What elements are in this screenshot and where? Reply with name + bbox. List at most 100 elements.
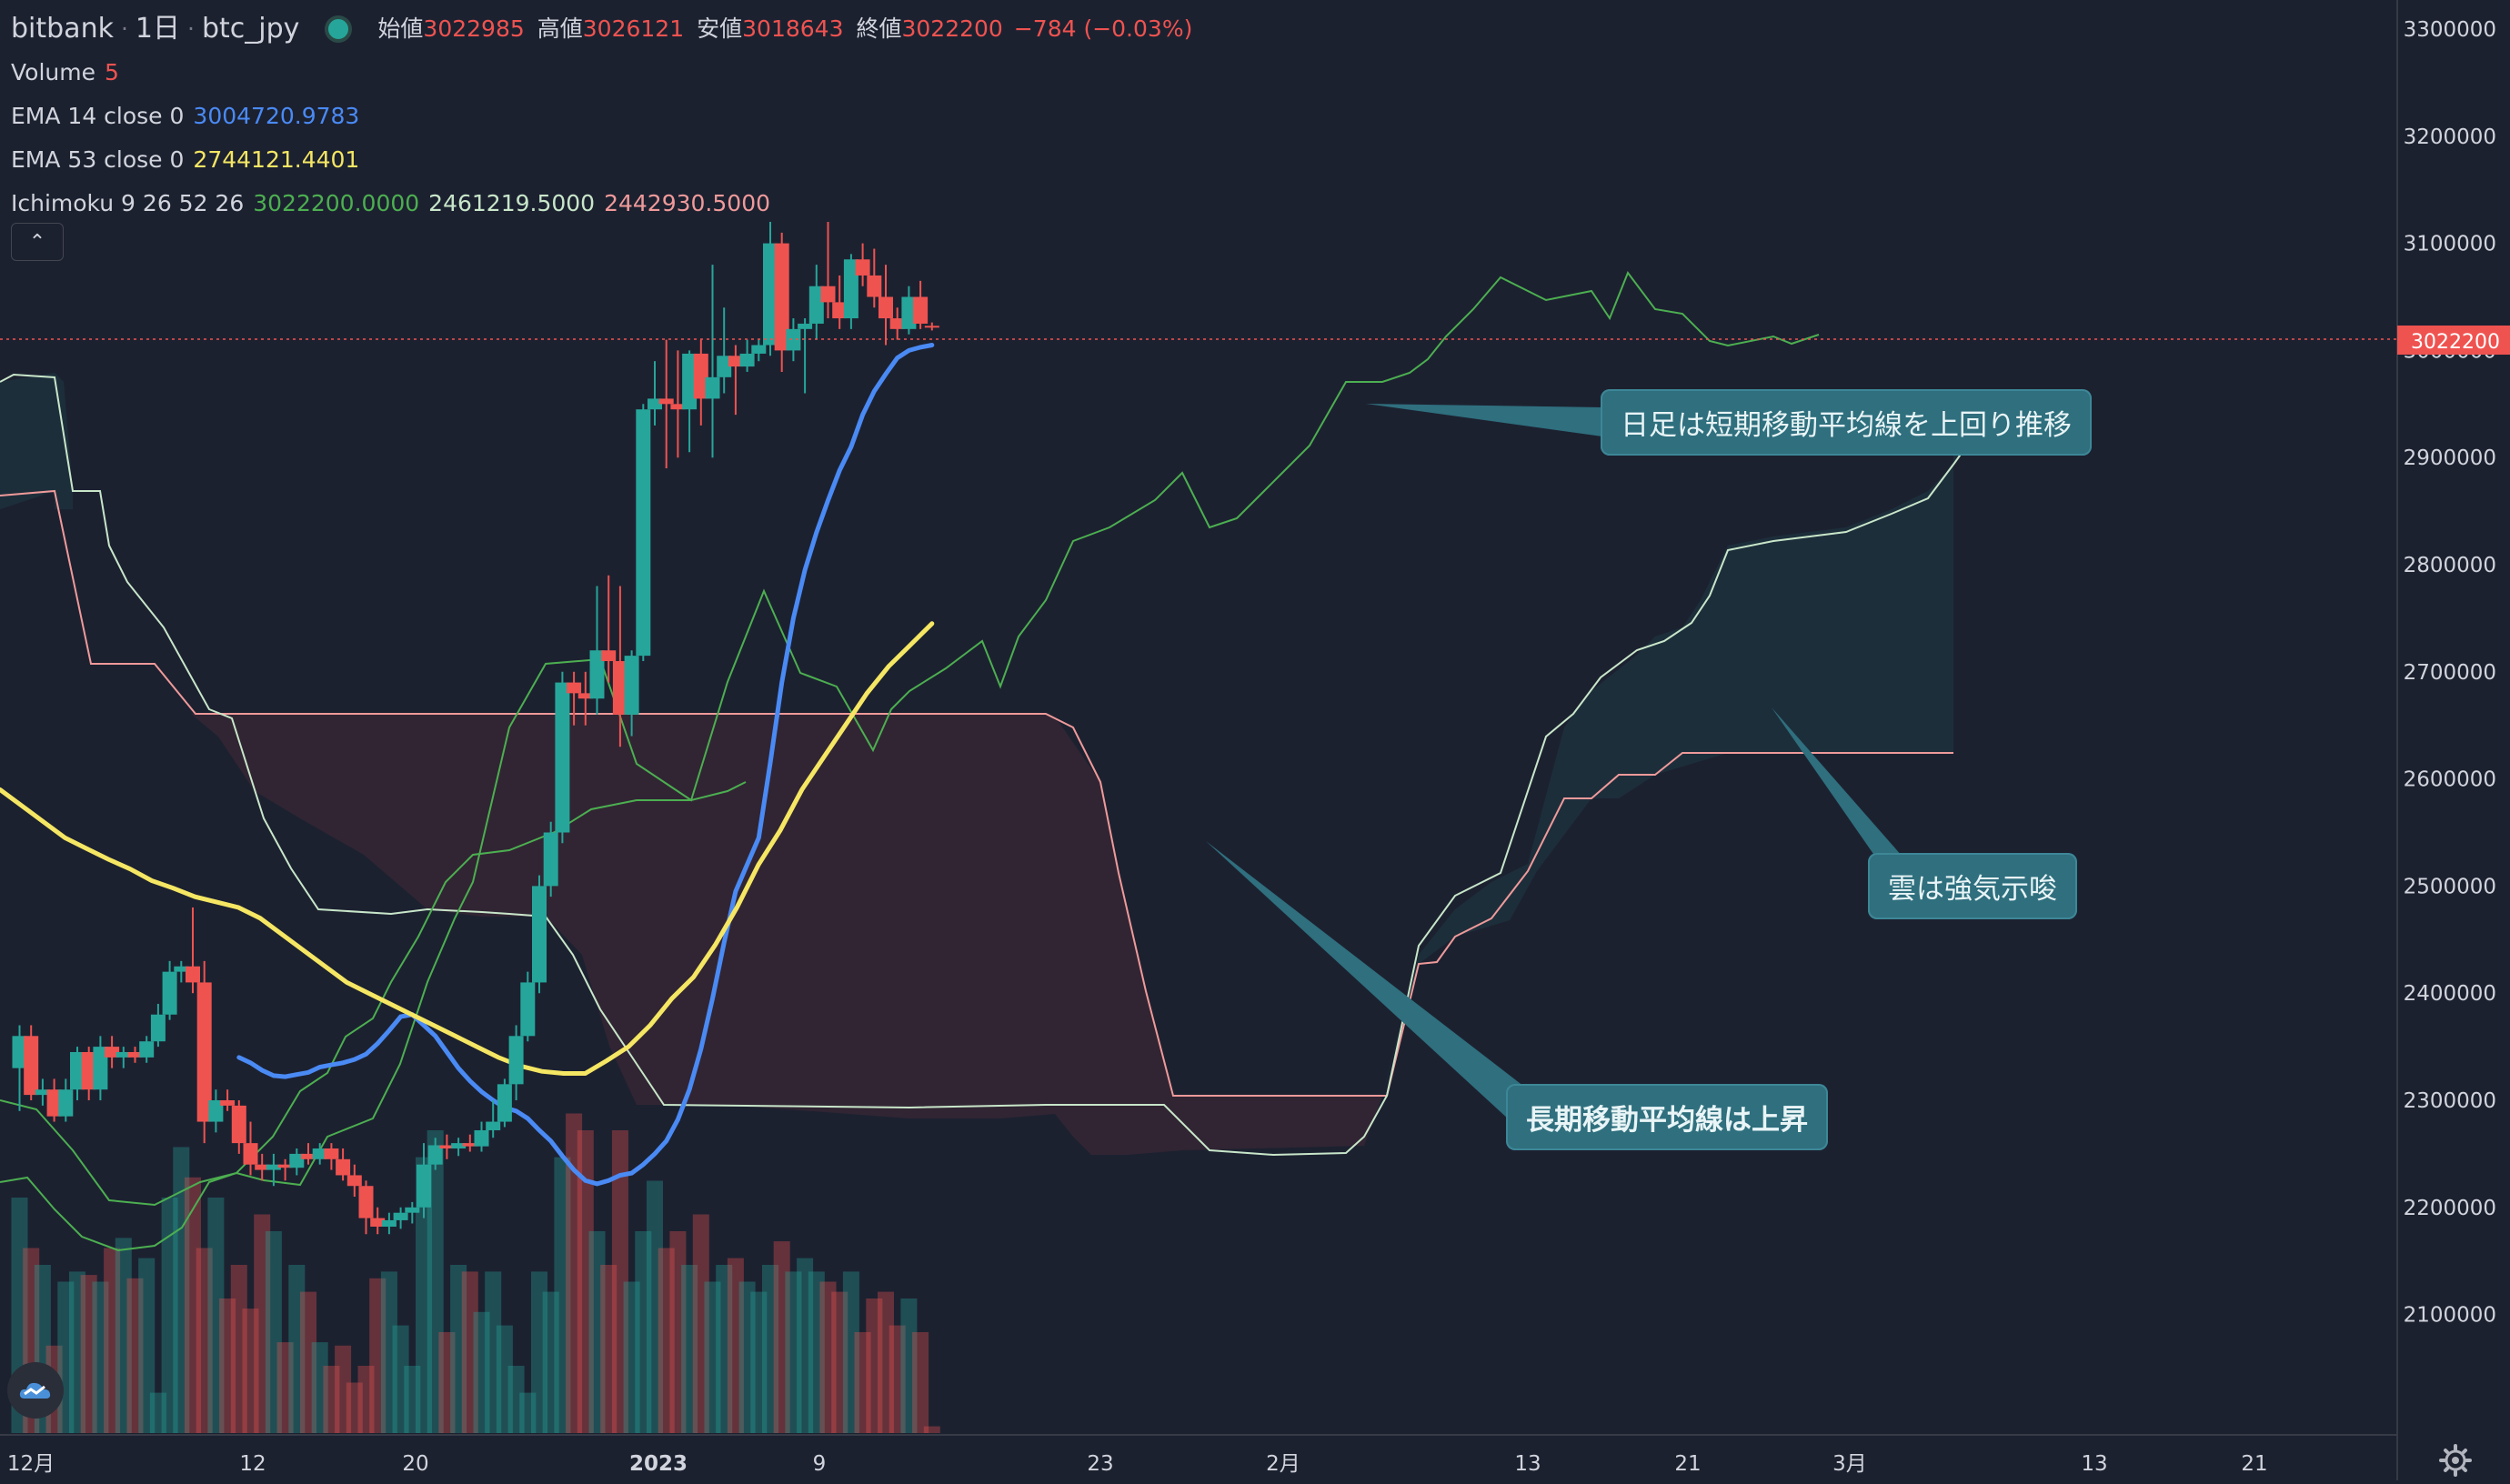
volume-bar [69, 1271, 85, 1433]
volume-bar [288, 1265, 306, 1433]
volume-bar [311, 1342, 328, 1433]
volume-bar [819, 1281, 837, 1433]
indicator-ema53-value: 2744121.4401 [193, 146, 360, 173]
candles [12, 222, 939, 1235]
candle-body [150, 1014, 166, 1042]
volume-bar [762, 1265, 778, 1433]
candle-body [115, 1051, 131, 1058]
volume-bar [196, 1248, 213, 1433]
tradingview-logo-icon[interactable] [7, 1362, 64, 1419]
candle-body [439, 1145, 455, 1149]
candle-body [81, 1051, 96, 1090]
price-axis[interactable]: 3300000320000031000003000000290000028000… [2404, 18, 2496, 1328]
price-tick-label: 2200000 [2404, 1197, 2496, 1220]
candle-body [867, 275, 882, 297]
interval-label[interactable]: 1日 [135, 13, 181, 45]
candle-body [243, 1143, 258, 1165]
volume-bar [738, 1281, 756, 1433]
candle-body [12, 1036, 27, 1068]
ohlc-close-value: 3022200 [901, 15, 1003, 42]
candle-body [808, 286, 824, 324]
candle-body [855, 259, 870, 276]
volume-bar [854, 1332, 871, 1433]
time-tick-label: 12 [239, 1452, 266, 1476]
candle-body [878, 296, 893, 319]
time-tick-label: 20 [402, 1452, 428, 1476]
price-tick-label: 2900000 [2404, 446, 2496, 470]
candle-body [636, 409, 651, 657]
ema14-line [236, 343, 935, 1187]
indicator-ichimoku-value-1: 3022200.0000 [253, 190, 420, 216]
collapse-legend-button[interactable]: ⌃ [11, 223, 64, 261]
ohlc-open-label: 始値 [377, 15, 424, 42]
candle-body [58, 1089, 74, 1117]
indicator-volume-label[interactable]: Volume [11, 59, 95, 85]
volume-bar [104, 1248, 121, 1433]
volume-bar [635, 1231, 652, 1433]
volume-bar [276, 1342, 294, 1433]
candle-body [774, 243, 789, 351]
volume-bar [346, 1382, 363, 1433]
volume-bar [750, 1291, 768, 1433]
volume-bar [300, 1291, 316, 1433]
symbol-row[interactable]: bitbank · 1日 · btc_jpy 始値 3022985 高値 30261… [11, 7, 1192, 51]
time-tick-label: 13 [1514, 1452, 1541, 1476]
candle-body [682, 353, 698, 410]
volume-bar [912, 1332, 929, 1433]
volume-bar [900, 1298, 918, 1433]
candle-body [289, 1153, 305, 1168]
volume-bar [219, 1298, 236, 1433]
ema-lines [0, 343, 935, 1187]
time-tick-label: 21 [2241, 1452, 2267, 1476]
callout-cloud-text: 雲は強気示唆 [1888, 873, 2057, 906]
volume-bar [542, 1291, 559, 1433]
candle-body [174, 966, 189, 972]
volume-bar [611, 1130, 628, 1433]
volume-bar [80, 1275, 97, 1433]
indicator-ema53-label[interactable]: EMA 53 close 0 [11, 146, 185, 173]
gear-icon[interactable] [2439, 1444, 2472, 1477]
volume-bar [485, 1271, 502, 1433]
volume-bar [658, 1248, 675, 1433]
candle-body [324, 1148, 339, 1159]
indicator-volume[interactable]: Volume 5 [11, 51, 1192, 95]
callout-long-ma-text: 長期移動平均線は上昇 [1526, 1104, 1808, 1137]
ichimoku-senkou-b-future [1386, 752, 1953, 1097]
candle-body [924, 326, 939, 328]
indicator-ema14-label[interactable]: EMA 14 close 0 [11, 103, 185, 129]
symbol-name[interactable]: btc_jpy [201, 13, 300, 45]
volume-bar [727, 1258, 744, 1433]
volume-bar [392, 1325, 409, 1433]
candle-body [567, 682, 582, 694]
time-tick-label: 13 [2081, 1452, 2107, 1476]
time-axis[interactable]: 12月 12 20 2023 9 23 2月 13 21 3月 13 21 [7, 1452, 2268, 1476]
candle-body [277, 1164, 293, 1168]
time-tick-label: 3月 [1832, 1452, 1867, 1476]
time-tick-label: 2月 [1266, 1452, 1300, 1476]
candle-body [508, 1036, 524, 1085]
indicator-ema53[interactable]: EMA 53 close 0 2744121.4401 [11, 138, 1192, 182]
indicator-ema14[interactable]: EMA 14 close 0 3004720.9783 [11, 95, 1192, 138]
price-tick-label: 3200000 [2404, 125, 2496, 149]
price-tick-label: 2100000 [2404, 1304, 2496, 1328]
volume-bar [785, 1271, 802, 1433]
candle-body [589, 650, 605, 699]
candle-body [186, 966, 200, 983]
price-tick-label: 2700000 [2404, 661, 2496, 685]
indicator-ichimoku[interactable]: Ichimoku 9 26 52 26 3022200.0000 2461219… [11, 182, 1192, 226]
exchange-name[interactable]: bitbank [11, 13, 114, 45]
candle-body [105, 1047, 120, 1058]
volume-bar [797, 1258, 814, 1433]
volume-bar [416, 1157, 432, 1433]
indicator-ichimoku-label[interactable]: Ichimoku 9 26 52 26 [11, 190, 245, 216]
candle-body [93, 1047, 108, 1090]
volume-bar [369, 1278, 387, 1433]
candle-body [231, 1105, 246, 1144]
cloud-bull-future [1382, 427, 1973, 1096]
volume-bar [323, 1366, 340, 1433]
volume-bar [438, 1332, 456, 1433]
volume-bar [380, 1271, 397, 1433]
candle-body [370, 1218, 386, 1228]
